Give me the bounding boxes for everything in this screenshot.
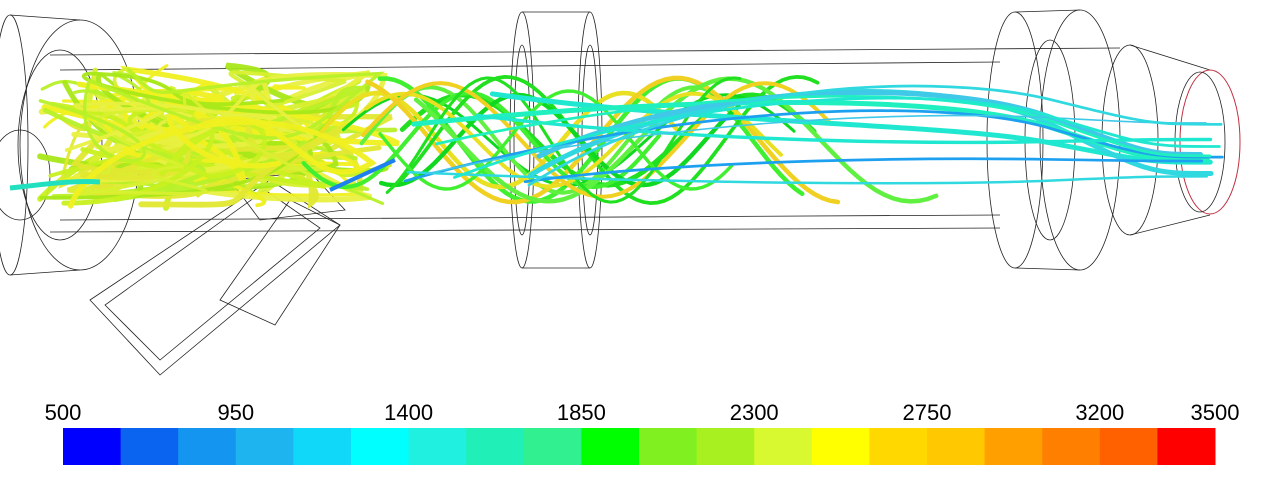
- pipe-edge: [49, 227, 1001, 233]
- pipe-edge: [59, 61, 1001, 71]
- streamline: [67, 114, 377, 209]
- colorbar-swatch: [754, 428, 813, 465]
- nozzle-edge: [1129, 214, 1211, 236]
- colorbar-swatch: [811, 428, 870, 465]
- colorbar-tick-label: 1400: [384, 400, 433, 425]
- streamline: [364, 91, 783, 189]
- streamline: [411, 99, 1210, 163]
- colorbar-swatch: [581, 428, 640, 465]
- outlet-mouth: [1179, 69, 1241, 215]
- outlet-edge: [1014, 267, 1081, 271]
- colorbar-tick-label: 500: [45, 400, 82, 425]
- colorbar-tick-label: 3500: [1191, 400, 1240, 425]
- inlet-ring: [0, 14, 29, 276]
- streamline: [406, 170, 1208, 185]
- streamline: [319, 90, 679, 190]
- colorbar-tick-label: 3200: [1075, 400, 1124, 425]
- colorbar-swatch: [466, 428, 525, 465]
- colorbar-swatch: [63, 428, 122, 465]
- streamline: [523, 157, 1204, 184]
- colorbar-tick-label: 2300: [730, 400, 779, 425]
- streamline: [71, 91, 335, 196]
- colorbar-swatch: [927, 428, 986, 465]
- streamlines: [9, 62, 1224, 211]
- colorbar-tick-label: 950: [217, 400, 254, 425]
- inlet-edge: [9, 14, 81, 21]
- colorbar-swatch: [1099, 428, 1158, 465]
- colorbar-swatch: [1042, 428, 1101, 465]
- streamline: [9, 179, 101, 191]
- colorbar-swatch: [235, 428, 294, 465]
- streamline: [378, 89, 734, 191]
- outlet-mouth: [1174, 71, 1226, 213]
- pipe-edge: [59, 214, 1001, 221]
- streamline: [76, 81, 400, 186]
- streamline: [385, 76, 742, 204]
- colorbar-swatch: [1157, 428, 1216, 465]
- streamline: [301, 90, 662, 190]
- colorbar-swatch: [869, 428, 928, 465]
- streamline: [329, 158, 396, 192]
- pipe-edge: [49, 47, 1121, 56]
- colorbar-swatch: [293, 428, 352, 465]
- colorbar-swatch: [120, 428, 179, 465]
- duct: [89, 179, 341, 376]
- streamline: [38, 67, 385, 163]
- streamline: [434, 94, 1212, 158]
- inlet-edge: [9, 269, 81, 276]
- duct: [104, 189, 321, 361]
- colorbar-swatch: [639, 428, 698, 465]
- inlet-ring: [17, 49, 103, 241]
- colorbar-swatch: [178, 428, 237, 465]
- colorbar-swatch: [984, 428, 1043, 465]
- colorbar-tick-label: 2750: [903, 400, 952, 425]
- streamline: [453, 96, 1221, 179]
- colorbar-swatch: [408, 428, 467, 465]
- colorbar-swatch: [523, 428, 582, 465]
- colorbar-swatch: [696, 428, 755, 465]
- streamline: [398, 75, 820, 205]
- colorbar: 500 950 1400 1850 2300 2750 3200 3500: [45, 400, 1240, 465]
- inlet-hub: [0, 129, 51, 221]
- duct: [219, 199, 341, 326]
- nozzle-edge: [1129, 44, 1211, 71]
- outlet-edge: [1014, 9, 1081, 13]
- colorbar-tick-label: 1850: [557, 400, 606, 425]
- colorbar-swatch: [351, 428, 410, 465]
- streamline: [527, 84, 1223, 187]
